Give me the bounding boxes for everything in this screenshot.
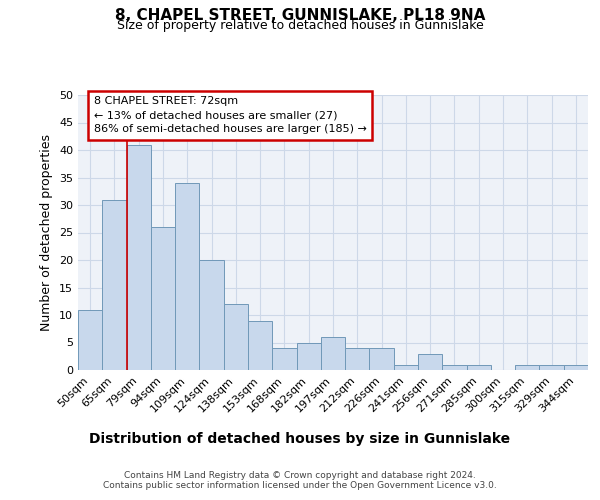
Bar: [199, 260, 224, 370]
Bar: [78, 310, 102, 370]
Bar: [272, 348, 296, 370]
Y-axis label: Number of detached properties: Number of detached properties: [40, 134, 53, 331]
Bar: [418, 354, 442, 370]
Bar: [248, 320, 272, 370]
Bar: [127, 144, 151, 370]
Text: 8, CHAPEL STREET, GUNNISLAKE, PL18 9NA: 8, CHAPEL STREET, GUNNISLAKE, PL18 9NA: [115, 8, 485, 22]
Text: Contains public sector information licensed under the Open Government Licence v3: Contains public sector information licen…: [103, 481, 497, 490]
Bar: [175, 183, 199, 370]
Bar: [539, 364, 564, 370]
Bar: [564, 364, 588, 370]
Bar: [442, 364, 467, 370]
Text: 8 CHAPEL STREET: 72sqm
← 13% of detached houses are smaller (27)
86% of semi-det: 8 CHAPEL STREET: 72sqm ← 13% of detached…: [94, 96, 367, 134]
Bar: [296, 342, 321, 370]
Bar: [321, 337, 345, 370]
Bar: [515, 364, 539, 370]
Bar: [467, 364, 491, 370]
Bar: [224, 304, 248, 370]
Text: Distribution of detached houses by size in Gunnislake: Distribution of detached houses by size …: [89, 432, 511, 446]
Bar: [102, 200, 127, 370]
Bar: [345, 348, 370, 370]
Bar: [394, 364, 418, 370]
Text: Size of property relative to detached houses in Gunnislake: Size of property relative to detached ho…: [116, 18, 484, 32]
Bar: [151, 227, 175, 370]
Text: Contains HM Land Registry data © Crown copyright and database right 2024.: Contains HM Land Registry data © Crown c…: [124, 471, 476, 480]
Bar: [370, 348, 394, 370]
